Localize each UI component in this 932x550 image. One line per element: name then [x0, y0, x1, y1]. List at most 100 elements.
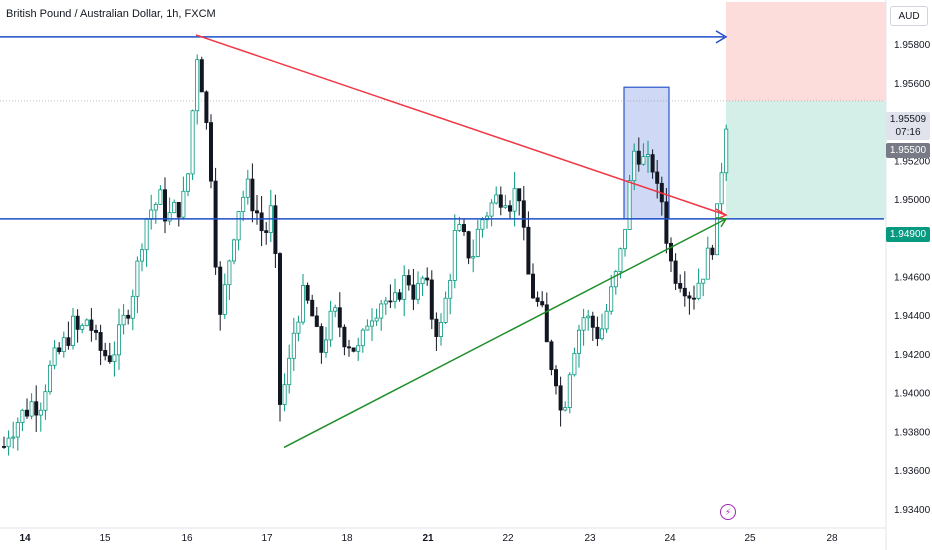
currency-button[interactable]: AUD [890, 6, 928, 26]
candle-body [117, 324, 122, 356]
candle-body [531, 273, 536, 299]
candle-body [443, 297, 448, 323]
candle-body [613, 271, 618, 288]
candle-body [452, 230, 457, 281]
x-tick-label: 25 [744, 533, 756, 544]
lightning-bolt-icon[interactable]: ⚡ [720, 504, 736, 520]
candle-body [282, 384, 287, 405]
candle-body [291, 332, 296, 359]
candle-body [264, 230, 269, 233]
candle-body [623, 229, 628, 250]
candle-body [287, 357, 292, 386]
candle-body [24, 409, 29, 417]
candle-body [15, 422, 20, 438]
candle-body [149, 209, 154, 220]
candle-body [144, 218, 149, 251]
candle-body [135, 260, 140, 297]
candle-body [71, 315, 76, 346]
candle-body [296, 321, 301, 334]
candle-body [172, 202, 177, 214]
candle-body [604, 310, 609, 330]
candle-body [715, 203, 720, 256]
y-tick-label: 1.93400 [894, 505, 931, 516]
candle-body [323, 339, 328, 353]
candle-body [241, 196, 246, 213]
candle-body [11, 436, 16, 439]
candle-body [719, 172, 724, 205]
y-tick-label: 1.94400 [894, 311, 931, 322]
x-tick-label: 28 [826, 533, 838, 544]
mid-price-label: 1.95500 [886, 143, 930, 158]
candle-body [632, 150, 637, 181]
candle-body [397, 292, 402, 300]
candle-body [498, 194, 503, 208]
candle-body [549, 341, 554, 370]
candle-body [411, 284, 416, 300]
candle-body [314, 315, 319, 327]
y-tick-label: 1.94000 [894, 389, 931, 400]
candle-body [126, 314, 131, 319]
candle-body [678, 283, 683, 289]
candle-body [43, 391, 48, 411]
candle-body [392, 292, 397, 302]
ascending-trendline-arrow [715, 217, 728, 228]
candle-body [415, 283, 420, 300]
candle-body [80, 325, 85, 330]
candle-body [406, 275, 411, 286]
candle-body [586, 315, 591, 319]
candle-body [535, 297, 540, 302]
candle-body [153, 204, 158, 211]
candle-body [89, 319, 94, 331]
candle-body [6, 437, 11, 448]
candle-body [199, 59, 204, 93]
candle-body [337, 307, 342, 328]
candle-body [512, 188, 517, 212]
candle-body [328, 310, 333, 341]
candle-body [489, 202, 494, 217]
candle-body [208, 122, 213, 182]
candle-body [484, 215, 489, 221]
candle-body [682, 287, 687, 297]
candle-body [48, 364, 53, 393]
candle-body [231, 239, 236, 262]
candle-body [190, 110, 195, 175]
candle-body [374, 317, 379, 322]
candle-body [310, 299, 315, 317]
y-tick-label: 1.93800 [894, 427, 931, 438]
candle-body [572, 352, 577, 376]
candle-body [250, 178, 255, 212]
candle-body [121, 314, 126, 326]
candle-body [448, 280, 453, 299]
candle-body [254, 210, 259, 214]
candle-body [705, 247, 710, 280]
candle-body [438, 322, 443, 337]
candle-body [590, 315, 595, 328]
candle-body [696, 282, 701, 299]
candle-body [167, 212, 172, 222]
candle-body [687, 295, 692, 299]
candle-body [692, 297, 697, 300]
candle-body [61, 337, 66, 353]
x-tick-label: 14 [19, 533, 31, 544]
candle-body [305, 285, 310, 301]
candle-body [342, 326, 347, 348]
x-tick-label: 21 [422, 533, 434, 544]
chart-title: British Pound / Australian Dollar, 1h, F… [6, 8, 216, 20]
candle-body [457, 224, 462, 231]
candle-body [273, 205, 278, 254]
candle-body [577, 329, 582, 354]
y-tick-label: 1.95200 [894, 156, 931, 167]
candle-body [526, 226, 531, 275]
candle-body [360, 329, 365, 347]
x-tick-label: 15 [99, 533, 111, 544]
candle-body [185, 173, 190, 192]
candle-body [277, 253, 282, 405]
candle-body [66, 337, 71, 346]
candle-body [627, 180, 632, 230]
candle-body [609, 286, 614, 312]
ascending-trendline [283, 218, 727, 449]
candle-body [103, 350, 108, 357]
candle-body [176, 202, 181, 218]
candle-body [112, 354, 117, 362]
